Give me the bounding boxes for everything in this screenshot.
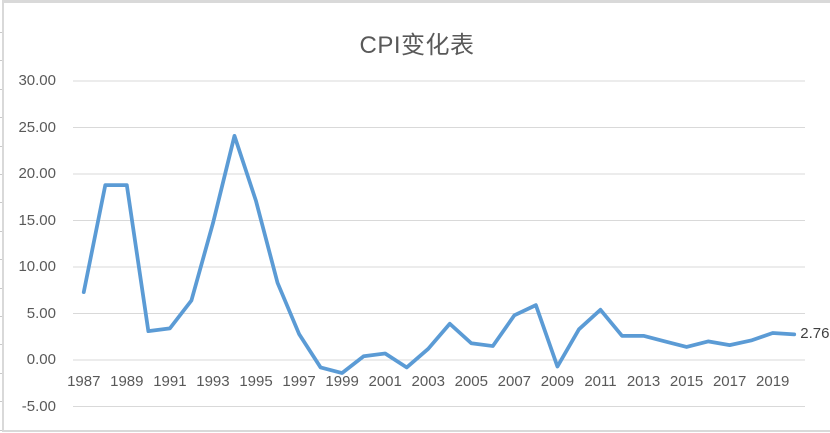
worksheet-gridline-stub	[0, 373, 3, 374]
cpi-line-series[interactable]	[81, 133, 797, 375]
x-axis-label[interactable]: 2011	[584, 373, 617, 390]
worksheet-gridline-stub	[0, 202, 3, 203]
worksheet-gridline-stub	[0, 231, 3, 232]
gridlines	[73, 80, 805, 407]
x-axis-label[interactable]: 1989	[110, 373, 144, 390]
worksheet-gridline-stub	[0, 174, 3, 175]
x-axis-label[interactable]: 2019	[756, 373, 790, 390]
data-label-last-point[interactable]: 2.76	[800, 325, 830, 343]
y-axis-label[interactable]: 0.00	[26, 351, 56, 368]
y-axis-label[interactable]: 5.00	[26, 304, 56, 322]
y-axis-label[interactable]: 10.00	[18, 258, 56, 275]
x-axis-label[interactable]: 2003	[411, 373, 445, 390]
x-axis-label[interactable]: 1993	[196, 373, 230, 390]
x-axis-label[interactable]: 2005	[454, 373, 488, 390]
x-axis-label[interactable]: 1987	[67, 373, 101, 390]
worksheet-gridline-stub	[0, 344, 3, 345]
worksheet-gridline-stub	[0, 259, 3, 260]
x-axis-label[interactable]: 2013	[626, 373, 661, 390]
worksheet-gridline-stub	[0, 146, 3, 147]
worksheet-gridline-stub	[0, 32, 3, 33]
x-axis-label[interactable]: 2009	[540, 373, 575, 390]
worksheet-gridline-stub	[0, 401, 3, 402]
x-axis-label[interactable]: 1999	[325, 373, 359, 390]
chart-title[interactable]: CPI变化表	[359, 32, 475, 59]
x-axis-label[interactable]: 2015	[669, 373, 704, 390]
y-axis-label[interactable]: -5.00	[21, 397, 56, 415]
x-axis-label[interactable]: 1995	[239, 373, 273, 390]
y-axis-label[interactable]: 30.00	[18, 72, 56, 89]
x-axis-label[interactable]: 2007	[497, 373, 532, 390]
x-axis-label[interactable]: 2017	[712, 373, 747, 390]
x-axis-label[interactable]: 1997	[282, 373, 316, 390]
x-axis-label[interactable]: 2001	[368, 373, 402, 390]
y-axis-label[interactable]: 15.00	[18, 211, 56, 229]
worksheet-gridline-stub	[0, 316, 3, 317]
worksheet-gridline-stub	[0, 89, 3, 90]
worksheet-gridline-stub	[0, 288, 3, 289]
y-axis-label[interactable]: 20.00	[18, 165, 56, 182]
worksheet-gridline-stub	[0, 430, 3, 431]
worksheet-gridline-stub	[0, 60, 3, 61]
worksheet-gridline-stub	[0, 117, 3, 118]
y-axis-label[interactable]: 25.00	[18, 118, 56, 136]
x-axis-label[interactable]: 1991	[153, 373, 187, 390]
